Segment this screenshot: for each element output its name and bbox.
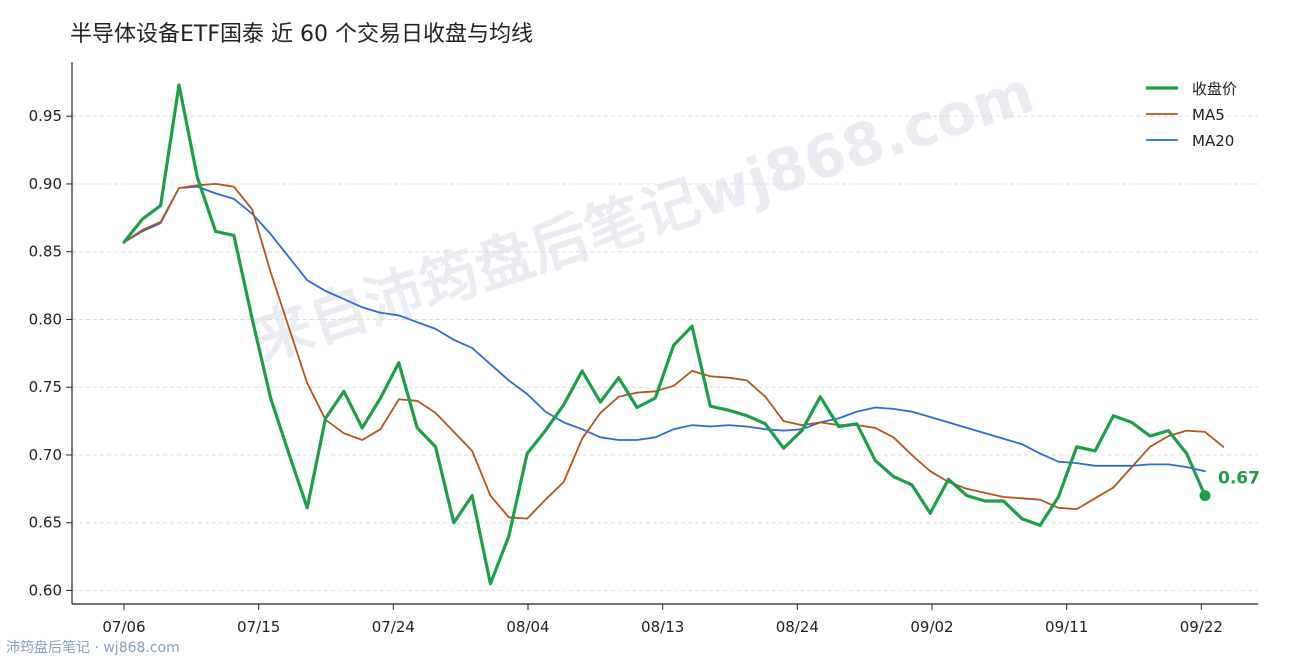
y-tick-label: 0.80 (29, 310, 62, 328)
diagonal-watermark: 来自沛筠盘后笔记wj868.com (246, 58, 1042, 375)
y-tick-label: 0.85 (29, 243, 62, 261)
y-tick-label: 0.60 (29, 581, 62, 599)
axes-layer: 0.60 0.65 0.70 0.75 0.80 0.85 0.90 0.95 07/06 07/… (29, 62, 1258, 636)
last-close-label: 0.67 (1218, 469, 1260, 489)
y-tick-label: 0.70 (29, 446, 62, 464)
legend-label: MA5 (1192, 106, 1225, 124)
chart-title: 半导体设备ETF国泰 近 60 个交易日收盘与均线 (70, 22, 533, 47)
x-tick-label: 07/24 (372, 618, 415, 636)
legend-label: 收盘价 (1192, 80, 1237, 98)
series-line-ma20 (123, 185, 1206, 473)
y-tick-label: 0.95 (29, 107, 62, 125)
x-tick-label: 07/15 (237, 618, 280, 636)
x-tick-label: 09/22 (1180, 618, 1223, 636)
series-line-ma5 (123, 182, 1225, 520)
x-tick-label: 09/11 (1045, 618, 1088, 636)
last-close-marker (1199, 490, 1211, 502)
x-tick-label: 08/13 (641, 618, 684, 636)
x-tick-label: 07/06 (102, 618, 145, 636)
y-tick-label: 0.90 (29, 175, 62, 193)
y-tick-label: 0.65 (29, 514, 62, 532)
x-tick-label: 08/24 (776, 618, 819, 636)
legend-label: MA20 (1192, 132, 1234, 150)
legend: 收盘价 MA5 MA20 (1146, 80, 1237, 150)
footer-watermark: 沛筠盘后笔记 · wj868.com (6, 640, 180, 656)
y-tick-label: 0.75 (29, 378, 62, 396)
series-line-close (122, 83, 1207, 586)
x-tick-label: 09/02 (910, 618, 953, 636)
series-layer: 0.67 (122, 83, 1260, 586)
x-tick-label: 08/04 (506, 618, 549, 636)
